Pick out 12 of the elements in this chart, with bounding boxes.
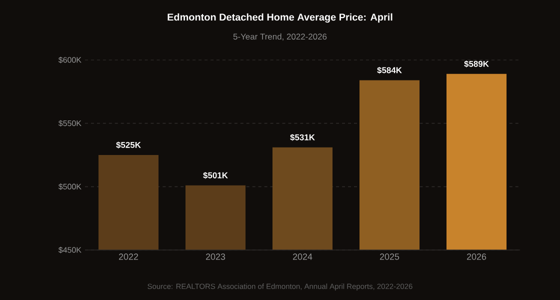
data-label: $589K [464,60,489,68]
x-tick-label: 2023 [206,254,226,260]
data-label: $525K [116,142,141,148]
x-tick-label: 2025 [380,254,400,260]
data-label: $584K [377,66,402,74]
chart-subtitle: 5-Year Trend, 2022-2026 [233,33,327,41]
x-tick-label: 2026 [466,254,486,260]
chart-title: Edmonton Detached Home Average Price: April [168,13,392,23]
data-label: $531K [290,134,315,141]
data-label: $501K [203,172,228,179]
x-tick-label: 2024 [292,254,312,260]
x-tick-label: 2022 [118,254,138,260]
